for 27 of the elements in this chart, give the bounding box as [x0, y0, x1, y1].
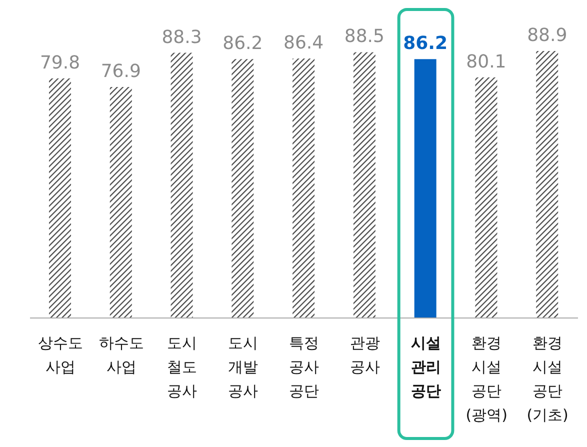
x-tick-label: 환경 시설 공단 (광역): [466, 334, 508, 424]
data-label: 86.2: [222, 33, 263, 54]
x-tick-label: 시설 관리 공단: [410, 334, 441, 400]
data-label: 86.4: [284, 32, 324, 54]
bar: [232, 59, 254, 318]
data-label: 80.1: [466, 51, 506, 72]
data-label: 79.8: [40, 52, 80, 74]
x-tick-label: 도시 개발 공사: [228, 334, 258, 400]
x-tick-label: 도시 철도 공사: [167, 334, 198, 400]
data-label: 86.2: [403, 33, 448, 54]
data-label: 88.3: [162, 26, 202, 48]
bar: [414, 59, 436, 318]
data-label: 88.9: [527, 25, 568, 46]
bar: [536, 51, 558, 318]
bar: [110, 87, 132, 318]
data-label: 88.5: [344, 26, 384, 48]
bar: [353, 52, 376, 318]
data-label: 76.9: [100, 61, 141, 82]
bar: [292, 58, 315, 318]
x-tick-label: 관광 공사: [350, 334, 380, 376]
x-tick-label: 하수도 사업: [98, 334, 144, 376]
x-tick-label: 상수도 사업: [38, 334, 83, 376]
bar: [475, 77, 498, 318]
x-tick-label: 환경 시설 공단 (기초): [526, 334, 568, 424]
bar: [170, 52, 193, 318]
x-tick-label: 특정 공사 공단: [289, 334, 319, 400]
bar: [49, 78, 71, 318]
